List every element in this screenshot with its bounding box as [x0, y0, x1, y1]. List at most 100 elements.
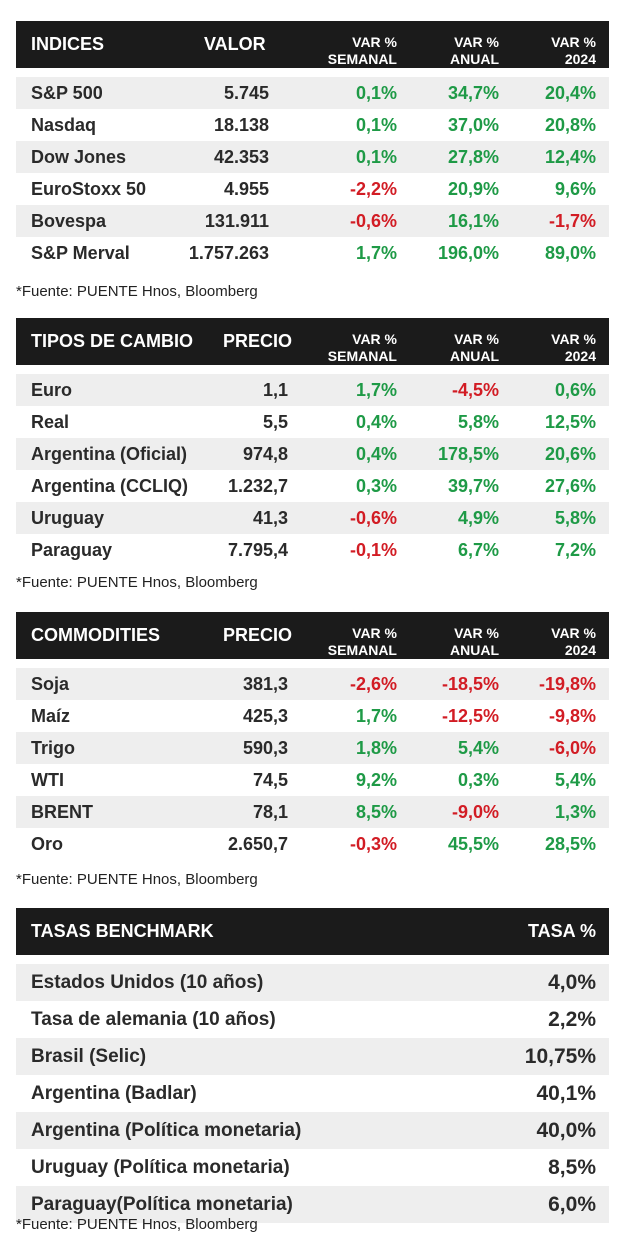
- row-value: 5.745: [223, 83, 269, 103]
- table-row: Real 5,5 0,4% 5,8% 12,5%: [16, 406, 609, 438]
- row-value: 2.650,7: [227, 834, 288, 854]
- header-ytd: VAR % 2024: [551, 34, 596, 67]
- row-var-semanal: 1,8%: [355, 738, 397, 758]
- row-value: 78,1: [252, 802, 288, 822]
- row-var-ytd: -6,0%: [548, 738, 596, 758]
- row-var-ytd: 20,4%: [544, 83, 596, 103]
- row-var-semanal: 1,7%: [355, 706, 397, 726]
- row-var-ytd: 28,5%: [544, 834, 596, 854]
- row-value: 1.232,7: [227, 476, 288, 496]
- row-name: Trigo: [31, 738, 75, 758]
- table-row: Oro 2.650,7 -0,3% 45,5% 28,5%: [16, 828, 609, 860]
- row-name: Tasa de alemania (10 años): [31, 1009, 276, 1030]
- table-row: Argentina (Política monetaria) 40,0%: [16, 1112, 609, 1149]
- row-var-anual: 178,5%: [437, 444, 499, 464]
- row-var-ytd: -1,7%: [548, 211, 596, 231]
- row-name: Oro: [31, 834, 64, 854]
- row-var-ytd: 27,6%: [544, 476, 596, 496]
- row-var-semanal: 1,7%: [355, 243, 397, 263]
- row-var-semanal: -0,1%: [349, 540, 397, 560]
- row-name: S&P 500: [31, 83, 103, 103]
- row-var-ytd: 12,5%: [544, 412, 596, 432]
- row-var-anual: 0,3%: [457, 770, 499, 790]
- row-value: 131.911: [204, 211, 269, 231]
- row-var-anual: 196,0%: [437, 243, 499, 263]
- row-var-ytd: 89,0%: [544, 243, 596, 263]
- row-name: Uruguay: [31, 508, 105, 528]
- row-rate: 6,0%: [548, 1193, 596, 1216]
- row-var-ytd: 5,8%: [554, 508, 596, 528]
- row-name: EuroStoxx 50: [31, 179, 147, 199]
- table-row: Brasil (Selic) 10,75%: [16, 1038, 609, 1075]
- table-row: Trigo 590,3 1,8% 5,4% -6,0%: [16, 732, 609, 764]
- row-var-ytd: -19,8%: [538, 674, 596, 694]
- table-row: Argentina (Oficial) 974,8 0,4% 178,5% 20,6%: [16, 438, 609, 470]
- row-value: 5,5: [262, 412, 288, 432]
- table-row: Nasdaq 18.138 0,1% 37,0% 20,8%: [16, 109, 609, 141]
- header-name: INDICES: [31, 34, 105, 54]
- row-var-ytd: 20,6%: [544, 444, 596, 464]
- row-value: 425,3: [242, 706, 288, 726]
- table-row: EuroStoxx 50 4.955 -2,2% 20,9% 9,6%: [16, 173, 609, 205]
- header-semanal: VAR % SEMANAL: [327, 34, 397, 67]
- row-rate: 40,0%: [536, 1119, 596, 1142]
- header-anual: VAR % ANUAL: [450, 34, 499, 67]
- row-var-semanal: 0,1%: [355, 83, 397, 103]
- cambio-table: TIPOS DE CAMBIO PRECIO VAR % SEMANAL VAR …: [16, 318, 609, 566]
- commodities-header: COMMODITIES PRECIO VAR % SEMANAL VAR % ANU…: [16, 612, 609, 659]
- row-name: Estados Unidos (10 años): [31, 972, 264, 993]
- header-value: PRECIO: [223, 625, 293, 645]
- row-name: Maíz: [31, 706, 71, 726]
- row-value: 381,3: [242, 674, 288, 694]
- row-name: Paraguay(Política monetaria): [31, 1194, 293, 1215]
- row-name: Nasdaq: [31, 115, 97, 135]
- row-var-semanal: 1,7%: [355, 380, 397, 400]
- row-var-ytd: 20,8%: [544, 115, 596, 135]
- row-name: BRENT: [31, 802, 93, 822]
- table-row: Argentina (Badlar) 40,1%: [16, 1075, 609, 1112]
- row-var-ytd: 7,2%: [554, 540, 596, 560]
- row-rate: 8,5%: [548, 1156, 596, 1179]
- row-var-anual: 6,7%: [457, 540, 499, 560]
- table-row: Uruguay (Política monetaria) 8,5%: [16, 1149, 609, 1186]
- row-var-anual: 4,9%: [457, 508, 499, 528]
- row-var-semanal: -2,6%: [349, 674, 397, 694]
- row-var-semanal: 0,3%: [355, 476, 397, 496]
- row-name: Paraguay: [31, 540, 113, 560]
- table-row: Dow Jones 42.353 0,1% 27,8% 12,4%: [16, 141, 609, 173]
- table-row: Paraguay(Política monetaria) 6,0%: [16, 1186, 609, 1223]
- table-row: BRENT 78,1 8,5% -9,0% 1,3%: [16, 796, 609, 828]
- row-var-semanal: 0,4%: [355, 444, 397, 464]
- row-value: 18.138: [213, 115, 269, 135]
- indices-source-note: *Fuente: PUENTE Hnos, Bloomberg: [16, 283, 258, 300]
- table-row: Uruguay 41,3 -0,6% 4,9% 5,8%: [16, 502, 609, 534]
- row-var-semanal: 8,5%: [355, 802, 397, 822]
- row-value: 974,8: [242, 444, 288, 464]
- row-rate: 2,2%: [548, 1008, 596, 1031]
- table-row: Euro 1,1 1,7% -4,5% 0,6%: [16, 374, 609, 406]
- row-var-anual: -18,5%: [441, 674, 499, 694]
- row-var-anual: 27,8%: [447, 147, 499, 167]
- row-var-ytd: 1,3%: [554, 802, 596, 822]
- commodities-source-note: *Fuente: PUENTE Hnos, Bloomberg: [16, 871, 258, 888]
- table-row: S&P Merval 1.757.263 1,7% 196,0% 89,0%: [16, 237, 609, 269]
- header-value: VALOR: [204, 34, 266, 54]
- row-value: 42.353: [213, 147, 269, 167]
- row-var-semanal: 0,4%: [355, 412, 397, 432]
- row-name: Dow Jones: [31, 147, 127, 167]
- row-var-semanal: 0,1%: [355, 115, 397, 135]
- cambio-rows: Euro 1,1 1,7% -4,5% 0,6% Real 5,5 0,4% 5,8% 12,5%…: [16, 374, 609, 566]
- header-anual: VAR % ANUAL: [450, 625, 499, 658]
- row-var-ytd: 12,4%: [544, 147, 596, 167]
- row-name: Brasil (Selic): [31, 1046, 147, 1067]
- row-value: 1.757.263: [188, 243, 269, 263]
- row-var-semanal: 9,2%: [355, 770, 397, 790]
- row-name: Real: [31, 412, 70, 432]
- row-var-semanal: -0,3%: [349, 834, 397, 854]
- row-var-semanal: 0,1%: [355, 147, 397, 167]
- row-var-anual: 39,7%: [447, 476, 499, 496]
- table-row: Estados Unidos (10 años) 4,0%: [16, 964, 609, 1001]
- row-name: Argentina (Badlar): [31, 1083, 197, 1104]
- table-row: Bovespa 131.911 -0,6% 16,1% -1,7%: [16, 205, 609, 237]
- row-value: 1,1: [262, 380, 288, 400]
